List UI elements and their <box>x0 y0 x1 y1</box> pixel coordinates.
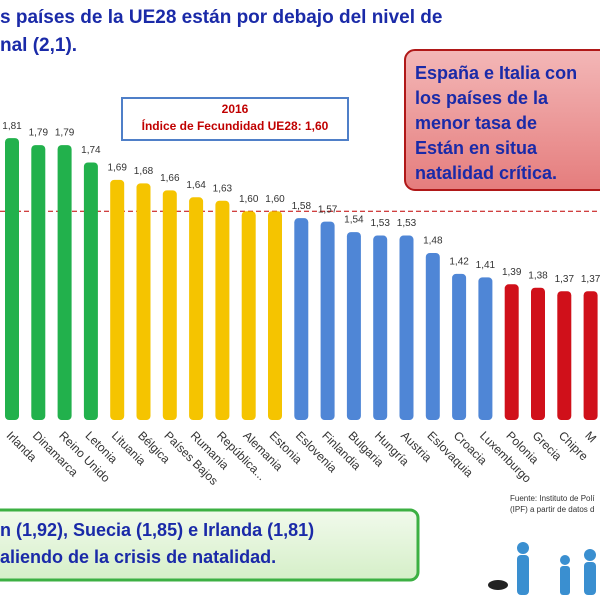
value-label: 1,69 <box>107 163 127 174</box>
value-label: 1,79 <box>55 128 75 139</box>
value-label: 1,37 <box>555 274 575 285</box>
value-label: 1,54 <box>344 215 364 226</box>
bar <box>373 235 388 420</box>
value-label: 1,63 <box>213 183 233 194</box>
value-label: 1,66 <box>160 173 180 184</box>
bar <box>215 200 230 420</box>
bar <box>557 291 572 420</box>
bar <box>5 138 19 420</box>
bar <box>241 211 256 420</box>
value-label: 1,79 <box>29 128 49 139</box>
bar <box>136 183 151 420</box>
bar <box>162 190 177 420</box>
value-label: 1,68 <box>134 166 154 177</box>
bar <box>504 284 519 420</box>
bar <box>189 197 204 420</box>
source-text: (IPF) a partir de datos d <box>510 505 594 514</box>
bar <box>83 162 98 421</box>
callout-text: aliendo de la crisis de natalidad. <box>0 547 276 567</box>
callout-box <box>0 508 420 582</box>
value-label: 1,53 <box>397 218 417 229</box>
bar <box>31 145 46 420</box>
value-label: 1,41 <box>476 260 496 271</box>
legend-note: Índice de Fecundidad UE28: 1,60 <box>142 118 329 133</box>
callout-text: Están en situa <box>415 138 538 158</box>
callout-text: n (1,92), Suecia (1,85) e Irlanda (1,81) <box>0 520 314 540</box>
value-label: 1,38 <box>528 270 548 281</box>
bar <box>346 232 361 420</box>
value-label: 1,74 <box>81 145 101 156</box>
callout-text: España e Italia con <box>415 63 577 83</box>
bar <box>294 218 309 420</box>
source-text: Fuente: Instituto de Polí <box>510 494 595 503</box>
callout-text: menor tasa de <box>415 113 537 133</box>
title-line: s países de la UE28 están por debajo del… <box>0 7 442 28</box>
bar <box>478 277 493 420</box>
bar <box>399 235 414 420</box>
value-label: 1,53 <box>370 218 390 229</box>
value-label: 1,39 <box>502 267 522 278</box>
value-label: 1,42 <box>449 256 469 267</box>
bar <box>583 291 598 420</box>
value-label: 1,81 <box>2 121 22 132</box>
legend-box <box>121 97 349 141</box>
value-label: 1,64 <box>186 180 206 191</box>
value-label: 1,48 <box>423 236 443 247</box>
title-line: nal (2,1). <box>0 35 77 56</box>
bar <box>110 179 125 420</box>
bar <box>425 252 440 420</box>
bar <box>452 273 467 420</box>
value-label: 1,57 <box>318 204 338 215</box>
bar <box>57 145 72 420</box>
x-tick-label: ecia <box>0 428 3 454</box>
legend-year: 2016 <box>222 102 249 116</box>
bar <box>320 221 335 420</box>
value-label: 1,60 <box>265 194 285 205</box>
value-label: 1,58 <box>292 201 312 212</box>
value-label: 1,60 <box>239 194 259 205</box>
callout-box <box>404 49 600 191</box>
family-silhouette <box>488 542 596 595</box>
x-tick-label: M <box>582 428 599 445</box>
bar <box>268 211 282 420</box>
callout-text: los países de la <box>415 88 549 108</box>
value-label: 1,37 <box>581 274 600 285</box>
bar <box>531 287 545 420</box>
callout-text: natalidad crítica. <box>415 163 557 183</box>
